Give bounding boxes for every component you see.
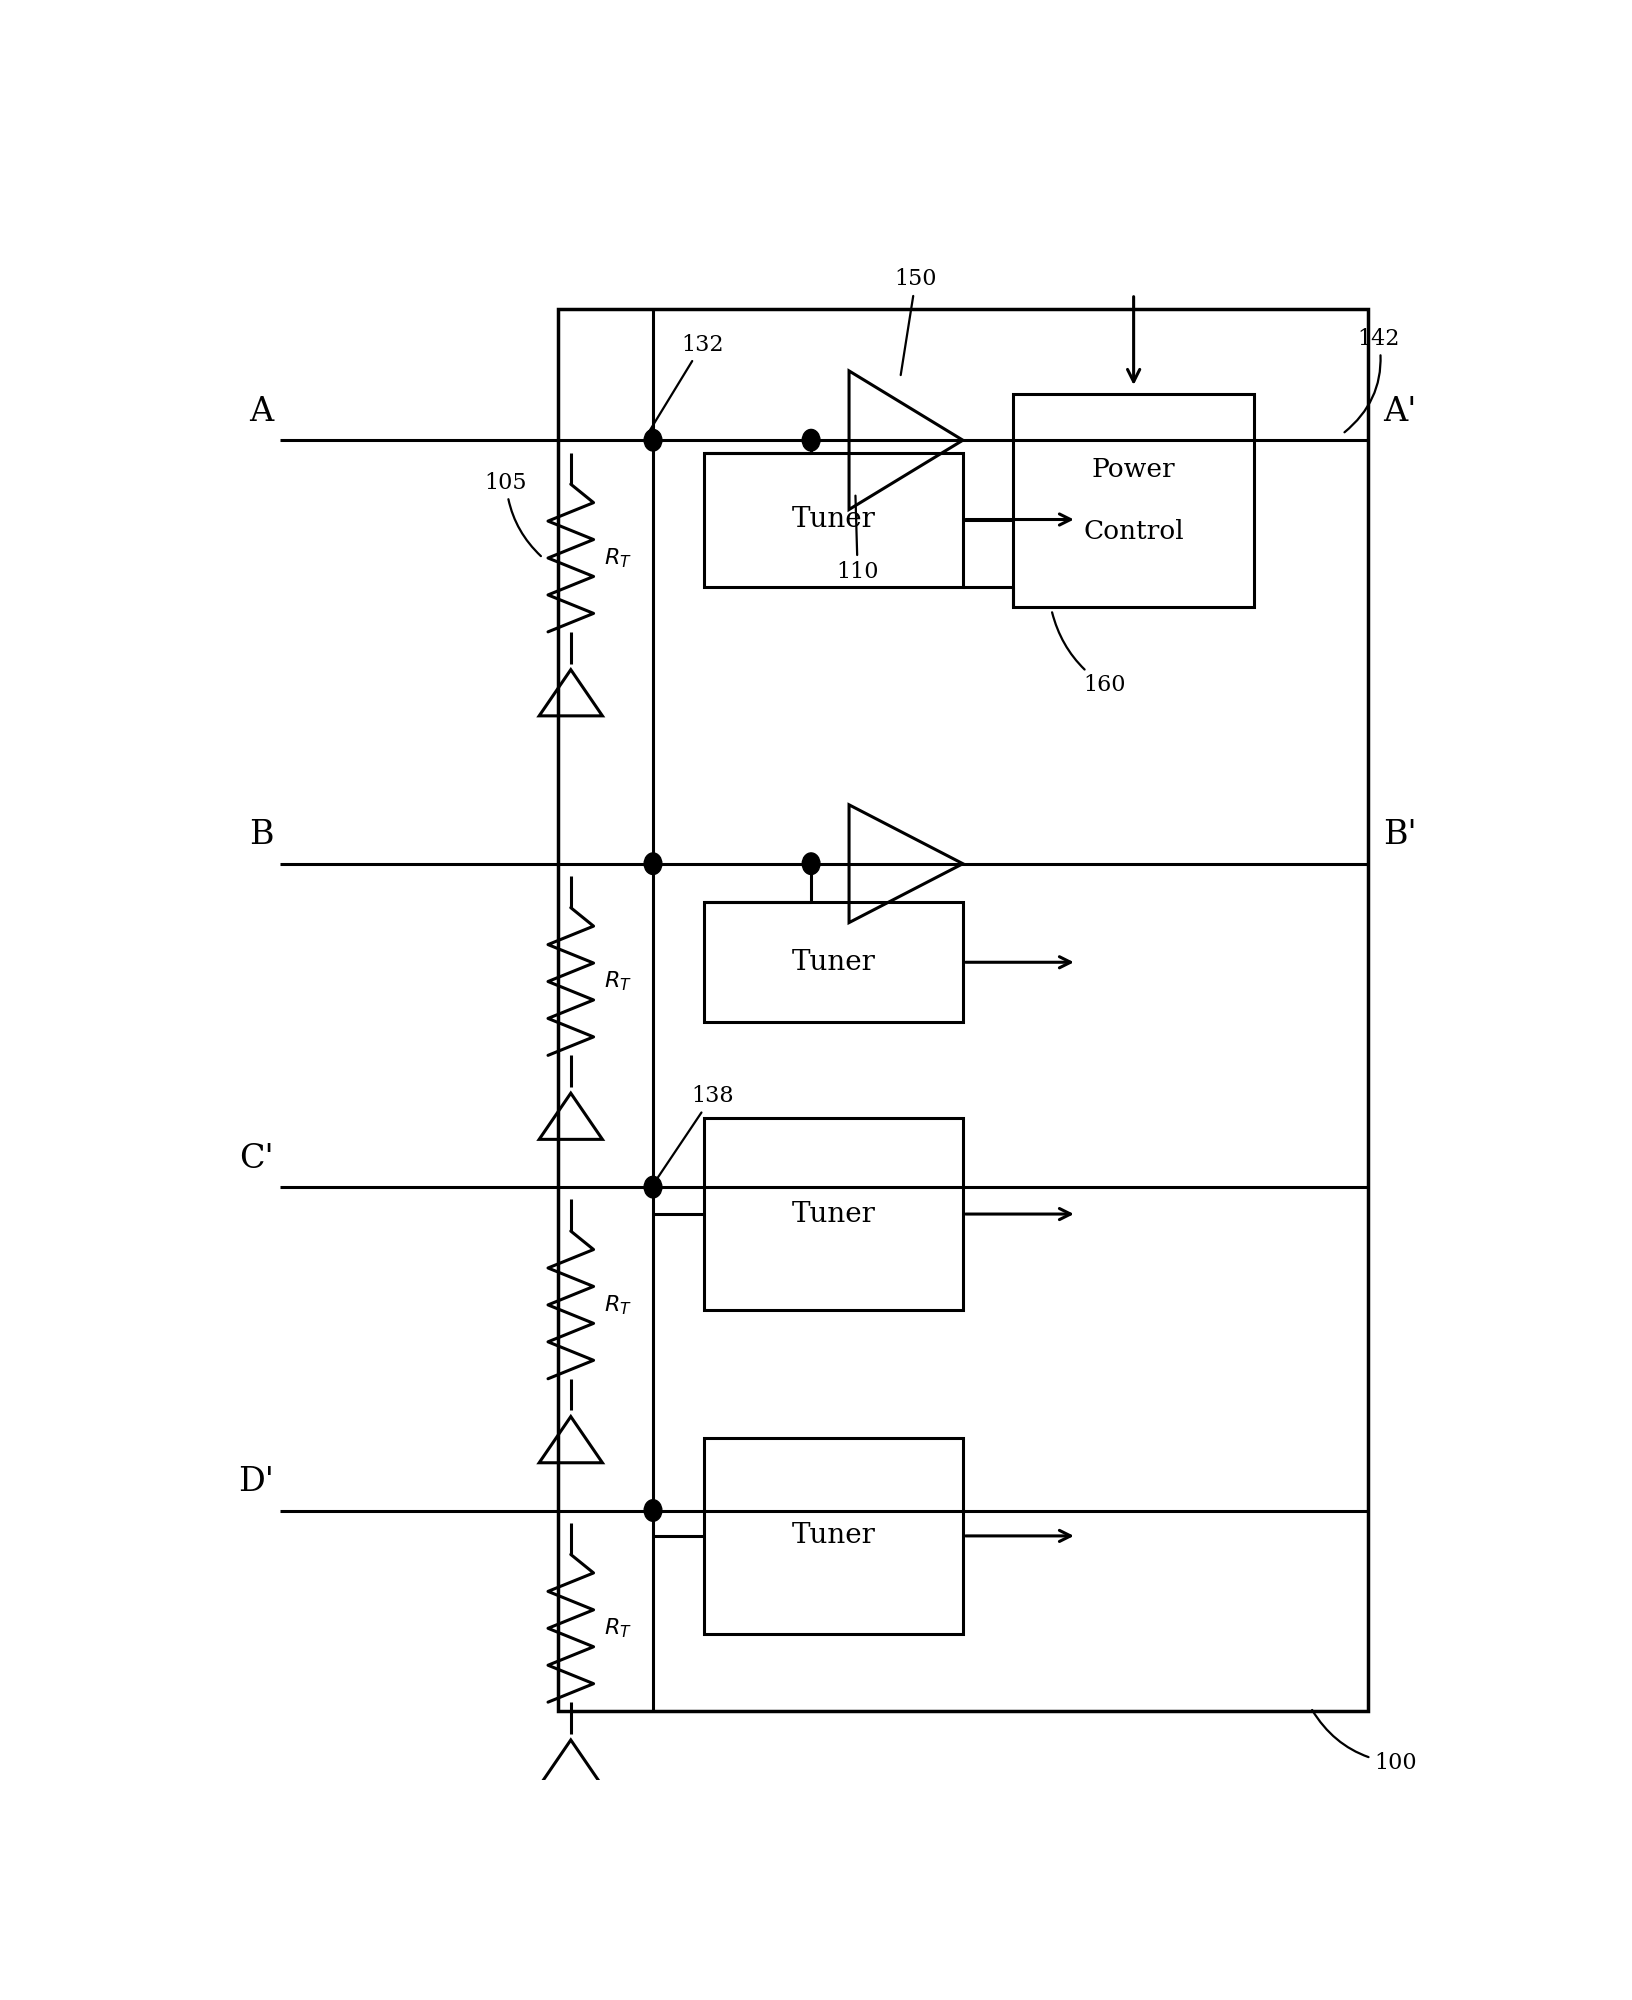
Text: 100: 100 [1312, 1710, 1417, 1774]
Bar [703, 452, 963, 586]
Text: 110: 110 [836, 496, 880, 582]
Bar [558, 310, 1368, 1710]
Text: Power: Power [1092, 456, 1175, 482]
Bar [1013, 394, 1253, 606]
Text: 142: 142 [1345, 328, 1400, 432]
Bar [703, 1118, 963, 1310]
Text: 105: 105 [485, 472, 540, 556]
Text: B: B [250, 820, 274, 852]
Text: Control: Control [1084, 518, 1183, 544]
Circle shape [803, 430, 819, 450]
Circle shape [645, 852, 663, 874]
Text: Tuner: Tuner [792, 506, 875, 534]
Circle shape [645, 430, 663, 450]
Text: 150: 150 [894, 268, 937, 376]
Bar [703, 902, 963, 1022]
Text: $R_T$: $R_T$ [604, 1294, 632, 1316]
Text: Tuner: Tuner [792, 1522, 875, 1550]
Text: D': D' [238, 1466, 274, 1498]
Text: B': B' [1382, 820, 1417, 852]
Circle shape [645, 1176, 663, 1198]
Circle shape [645, 1500, 663, 1522]
Text: A': A' [1382, 396, 1417, 428]
Text: 138: 138 [658, 1086, 733, 1178]
Text: $R_T$: $R_T$ [604, 1616, 632, 1640]
Text: C': C' [238, 1142, 274, 1174]
Text: Tuner: Tuner [792, 1200, 875, 1228]
Text: $R_T$: $R_T$ [604, 970, 632, 994]
Text: 132: 132 [648, 334, 723, 434]
Text: Tuner: Tuner [792, 948, 875, 976]
Circle shape [803, 852, 819, 874]
Text: 160: 160 [1053, 612, 1126, 696]
Bar [703, 1438, 963, 1634]
Text: $R_T$: $R_T$ [604, 546, 632, 570]
Text: A: A [250, 396, 274, 428]
